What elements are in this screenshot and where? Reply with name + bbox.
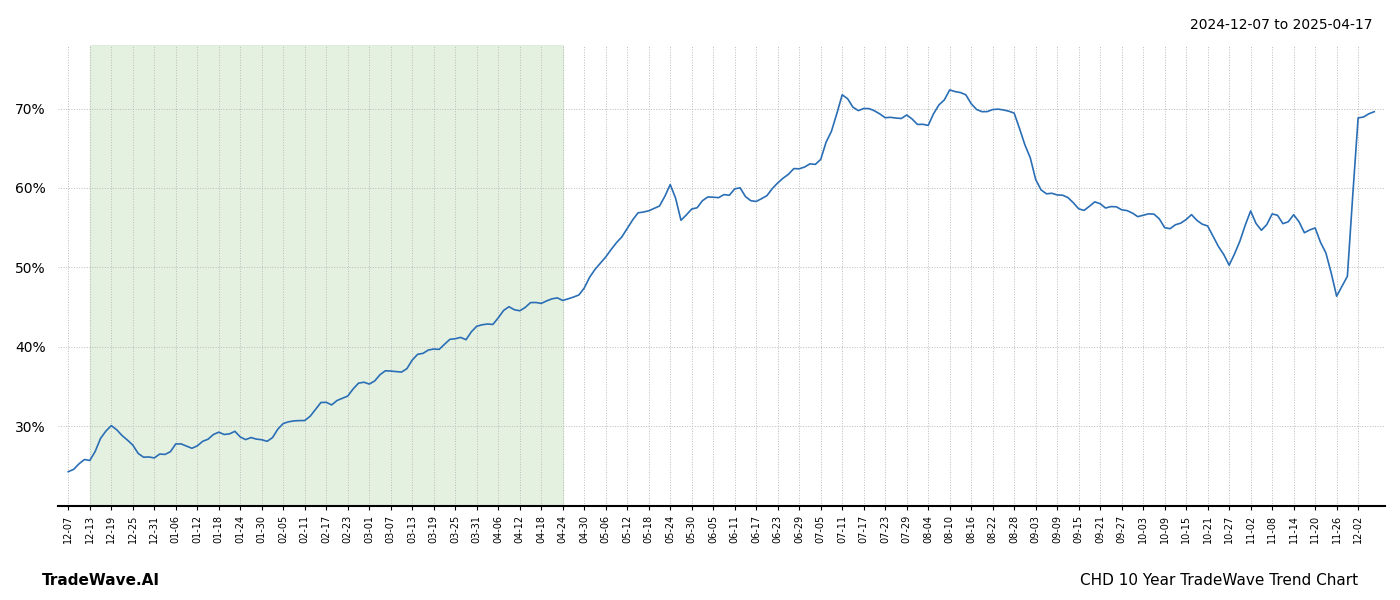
Text: 2024-12-07 to 2025-04-17: 2024-12-07 to 2025-04-17: [1190, 18, 1372, 32]
Bar: [90, 45, 563, 506]
Text: CHD 10 Year TradeWave Trend Chart: CHD 10 Year TradeWave Trend Chart: [1079, 573, 1358, 588]
Text: TradeWave.AI: TradeWave.AI: [42, 573, 160, 588]
